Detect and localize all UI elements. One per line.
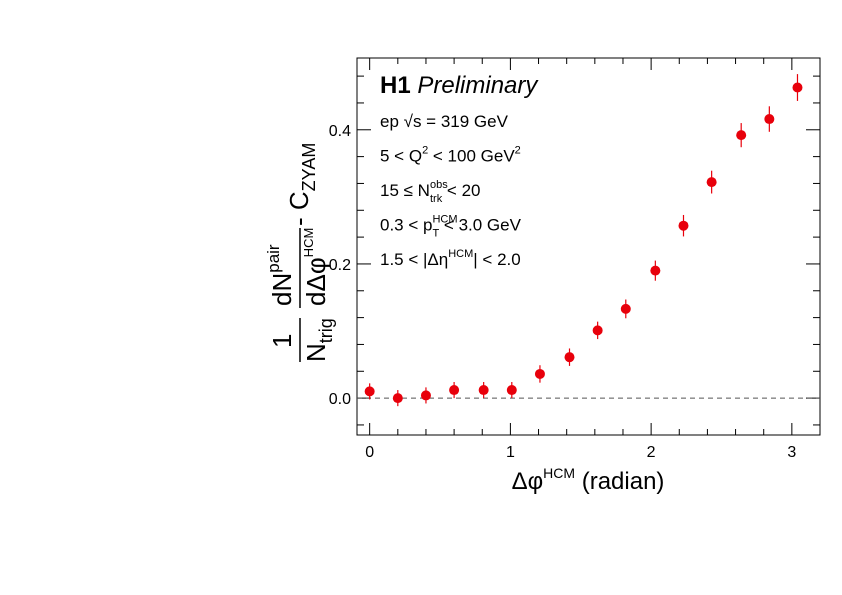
annotation: 1.5 < |ΔηHCM| < 2.0 (380, 248, 521, 269)
plot-frame (356, 57, 821, 436)
x-tick-label: 0 (365, 444, 374, 461)
data-point (706, 177, 717, 188)
annotation-part: 2 (422, 145, 428, 157)
annotation-part: 1.5 < |Δη (380, 250, 448, 269)
y-label-one: 1 (267, 334, 297, 348)
y-tick-label: 0.2 (329, 257, 351, 274)
y-label-dn-main: dN (267, 273, 297, 306)
y-label-pair: pair (264, 244, 283, 273)
annotation-part: ep √s = 319 GeV (380, 112, 509, 131)
y-label-hcm: HCM (301, 228, 316, 258)
annotation-part: trk (430, 193, 443, 205)
x-label-unit: (radian) (575, 468, 664, 495)
annotation-part: HCM (432, 214, 457, 226)
brand: H1 (380, 72, 411, 99)
data-point (449, 385, 460, 396)
data-point (592, 325, 603, 336)
data-point (564, 352, 575, 363)
x-tick-label: 2 (647, 444, 656, 461)
y-label-n: N (301, 343, 331, 362)
data-point (478, 385, 489, 396)
y-label-zyam: ZYAM (299, 143, 319, 192)
annotation: 15 ≤ Nobs trk < 20 (380, 179, 481, 205)
data-point (506, 385, 517, 396)
annotation-part: < 20 (442, 181, 480, 200)
data-point (364, 386, 375, 397)
x-tick-label: 3 (787, 444, 796, 461)
data-point (650, 265, 661, 276)
status: Preliminary (417, 72, 539, 99)
annotation-part: < 100 GeV (428, 147, 515, 166)
y-label-minus: - CZYAM (284, 143, 319, 226)
annotation-part: 15 ≤ N (380, 181, 430, 200)
annotation-part: < 3.0 GeV (439, 216, 521, 235)
data-point (736, 130, 747, 141)
annotation: 0.3 < pHCM T < 3.0 GeV (380, 214, 522, 240)
y-axis-title: 1 Ntrig dNpair dΔφHCM - CZYAM (264, 143, 336, 362)
y-label-c: - C (284, 191, 314, 226)
x-tick-label: 1 (506, 444, 515, 461)
x-axis-title: ΔφHCM (radian) (512, 465, 665, 495)
y-label-dphi: dΔφHCM (301, 228, 331, 306)
header: H1 Preliminary (380, 72, 539, 99)
y-label-dphi-main: dΔφ (301, 257, 331, 306)
annotation-part: T (432, 228, 439, 240)
data-point (534, 368, 545, 379)
y-label-dn: dNpair (264, 244, 297, 306)
y-label-trig: trig (316, 318, 336, 343)
data-point (420, 390, 431, 401)
annotation-part: 0.3 < p (380, 216, 432, 235)
annotation: 5 < Q2 < 100 GeV2 (380, 145, 521, 166)
annotation-part: 2 (515, 145, 521, 157)
data-point (392, 393, 403, 404)
data-point (620, 303, 631, 314)
data-point (764, 114, 775, 125)
annotation-part: HCM (448, 248, 473, 260)
data-point (678, 220, 689, 231)
y-tick-label: 0.0 (329, 391, 351, 408)
annotation-part: 5 < Q (380, 147, 422, 166)
annotation-part: | < 2.0 (473, 250, 520, 269)
annotation: ep √s = 319 GeV (380, 112, 509, 131)
x-label-sup: HCM (543, 465, 575, 481)
data-point (792, 82, 803, 93)
y-tick-label: 0.4 (329, 123, 351, 140)
x-label-main: Δφ (512, 468, 544, 495)
annotation-part: obs (430, 179, 448, 191)
y-label-ntrig: Ntrig (301, 318, 336, 362)
